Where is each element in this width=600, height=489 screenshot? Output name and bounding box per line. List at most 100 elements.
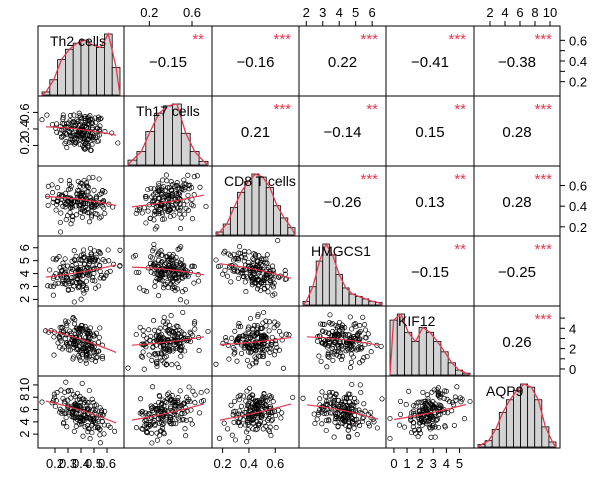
scatter-point (449, 399, 456, 405)
scatter-point (152, 327, 158, 333)
scatter-point (107, 268, 113, 274)
scatter-point (332, 394, 338, 400)
scatter-point (239, 268, 246, 274)
scatter-point (73, 212, 79, 218)
scatter-point (167, 213, 173, 220)
scatter-point (81, 290, 87, 296)
scatter-point (173, 421, 179, 427)
scatter-point (194, 173, 200, 179)
scatter-point (316, 409, 322, 415)
x-axis-tick-label: 0.6 (266, 456, 284, 471)
scatter-point (351, 395, 358, 401)
scatter-point (90, 400, 96, 406)
scatter-point (319, 407, 326, 413)
scatter-point (161, 282, 167, 288)
scatter-point (95, 339, 102, 345)
scatter-point (66, 347, 72, 353)
scatter-point (318, 358, 324, 364)
scatter-point (167, 207, 173, 213)
scatter-point (349, 326, 355, 332)
scatter-panel-r2-c1 (131, 172, 209, 232)
scatter-point (200, 398, 207, 404)
scatter-point (451, 402, 457, 408)
loess-fit-line (45, 126, 117, 136)
scatter-point (420, 407, 426, 414)
scatter-point (336, 403, 342, 409)
scatter-point (231, 251, 237, 257)
scatter-point (166, 263, 172, 269)
scatter-point (178, 297, 184, 303)
x-axis-tick-label: 3 (430, 456, 437, 471)
scatter-point (342, 332, 348, 338)
scatter-point (192, 319, 198, 325)
scatter-point (139, 408, 145, 415)
scatter-point (172, 345, 178, 352)
scatter-point (272, 291, 278, 297)
scatter-point (86, 219, 92, 225)
scatter-point (63, 277, 69, 283)
scatter-point (140, 426, 146, 432)
scatter-point (102, 189, 108, 195)
scatter-point (91, 418, 97, 424)
scatter-point (245, 400, 251, 407)
correlation-value-r0-c3: 0.22 (328, 54, 357, 71)
scatter-point (54, 121, 60, 127)
scatter-point (138, 396, 144, 402)
scatter-point (160, 334, 166, 340)
histogram-bar-1-6 (180, 132, 191, 166)
scatter-point (159, 272, 165, 278)
scatter-point (180, 401, 186, 407)
scatter-point (166, 272, 173, 278)
histogram-bar-0-7 (96, 47, 105, 96)
scatter-point (51, 352, 57, 358)
scatter-point (279, 410, 285, 416)
scatter-point (140, 349, 146, 355)
scatter-point (231, 398, 238, 404)
scatter-point (238, 324, 244, 330)
scatter-point (245, 335, 251, 341)
scatter-point (101, 431, 107, 437)
scatter-point (89, 396, 95, 402)
scatter-point (160, 177, 166, 183)
scatter-point (111, 261, 117, 267)
scatter-point (81, 177, 87, 184)
scatter-point (192, 392, 198, 398)
significance-stars-r0-c1: ** (192, 31, 204, 48)
scatter-point (154, 358, 160, 365)
correlation-value-r3-c4: −0.15 (411, 264, 449, 281)
scatter-point (159, 259, 165, 265)
scatter-point (74, 328, 80, 334)
scatter-point (57, 219, 63, 226)
scatter-point (234, 358, 240, 364)
scatter-point (387, 435, 393, 442)
scatter-point (44, 112, 50, 118)
scatter-point (149, 264, 155, 270)
scatter-point (357, 344, 364, 351)
scatter-point (348, 414, 354, 420)
scatter-point (261, 256, 267, 262)
loess-fit-line (131, 266, 205, 276)
scatter-point (270, 263, 276, 269)
scatter-point (326, 390, 332, 396)
scatter-point (96, 176, 102, 182)
scatter-point (144, 430, 150, 436)
correlation-value-r0-c1: −0.15 (149, 54, 187, 71)
scatter-point (76, 355, 83, 361)
scatter-point (187, 399, 193, 405)
scatter-point (365, 331, 371, 337)
scatter-point (65, 286, 71, 292)
scatter-point (89, 354, 95, 360)
scatter-point (165, 284, 171, 291)
scatter-point (51, 334, 57, 340)
scatter-point (71, 112, 77, 118)
scatter-point (321, 321, 327, 327)
scatter-panel-r5-c1 (131, 384, 210, 446)
scatter-point (57, 406, 63, 412)
scatter-point (85, 400, 91, 406)
scatter-point (179, 185, 185, 191)
scatter-point (107, 424, 113, 430)
y-axis-tick-label: 0.2 (569, 220, 587, 235)
scatter-point (79, 214, 85, 220)
scatter-point (196, 278, 202, 284)
scatter-point (250, 421, 256, 427)
